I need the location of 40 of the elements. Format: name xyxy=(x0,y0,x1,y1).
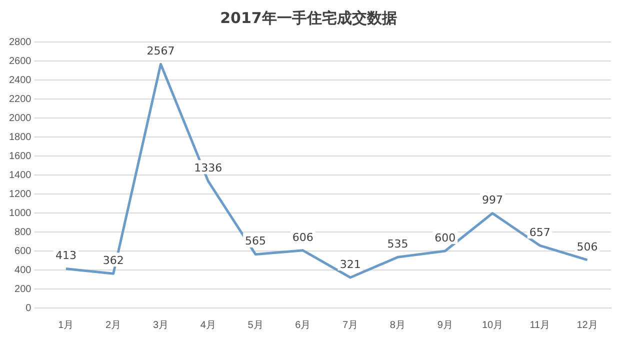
x-tick-label: 8月 xyxy=(390,320,406,331)
y-tick-label: 2200 xyxy=(8,94,32,105)
data-label: 321 xyxy=(340,258,361,271)
y-tick-label: 600 xyxy=(14,246,32,257)
data-label: 606 xyxy=(292,230,314,244)
y-tick-label: 1600 xyxy=(8,150,32,162)
data-label: 506 xyxy=(576,240,598,254)
x-tick-label: 10月 xyxy=(482,320,504,331)
data-label: 997 xyxy=(482,194,504,207)
y-tick-label: 2800 xyxy=(8,36,32,48)
y-tick-label: 2600 xyxy=(8,56,32,67)
chart-title: 2017年一手住宅成交数据 xyxy=(220,8,397,27)
x-tick-label: 2月 xyxy=(106,320,122,331)
data-label: 535 xyxy=(387,238,408,251)
x-tick-label: 7月 xyxy=(342,320,358,331)
data-label: 600 xyxy=(434,231,456,244)
y-tick-label: 200 xyxy=(14,284,32,295)
y-tick-label: 1200 xyxy=(8,188,32,200)
data-label: 2567 xyxy=(146,44,175,58)
y-tick-label: 0 xyxy=(26,302,32,314)
y-tick-label: 1400 xyxy=(8,170,32,181)
x-tick-label: 1月 xyxy=(58,320,74,331)
x-tick-label: 4月 xyxy=(200,320,216,331)
data-label: 657 xyxy=(529,226,550,239)
x-tick-label: 9月 xyxy=(437,320,453,331)
x-tick-label: 5月 xyxy=(248,320,264,331)
x-tick-label: 3月 xyxy=(152,320,169,331)
data-label: 413 xyxy=(55,249,76,262)
y-tick-label: 1000 xyxy=(8,208,32,219)
data-label: 565 xyxy=(245,234,266,248)
x-tick-label: 12月 xyxy=(576,320,598,331)
y-tick-label: 2400 xyxy=(8,74,32,86)
data-label: 362 xyxy=(102,254,124,267)
y-tick-label: 2000 xyxy=(8,112,32,124)
y-tick-label: 1800 xyxy=(8,132,32,143)
data-label: 1336 xyxy=(194,161,222,174)
y-tick-label: 800 xyxy=(14,226,32,238)
x-tick-label: 6月 xyxy=(295,320,311,331)
x-tick-label: 11月 xyxy=(530,320,550,331)
y-tick-label: 400 xyxy=(14,264,32,276)
